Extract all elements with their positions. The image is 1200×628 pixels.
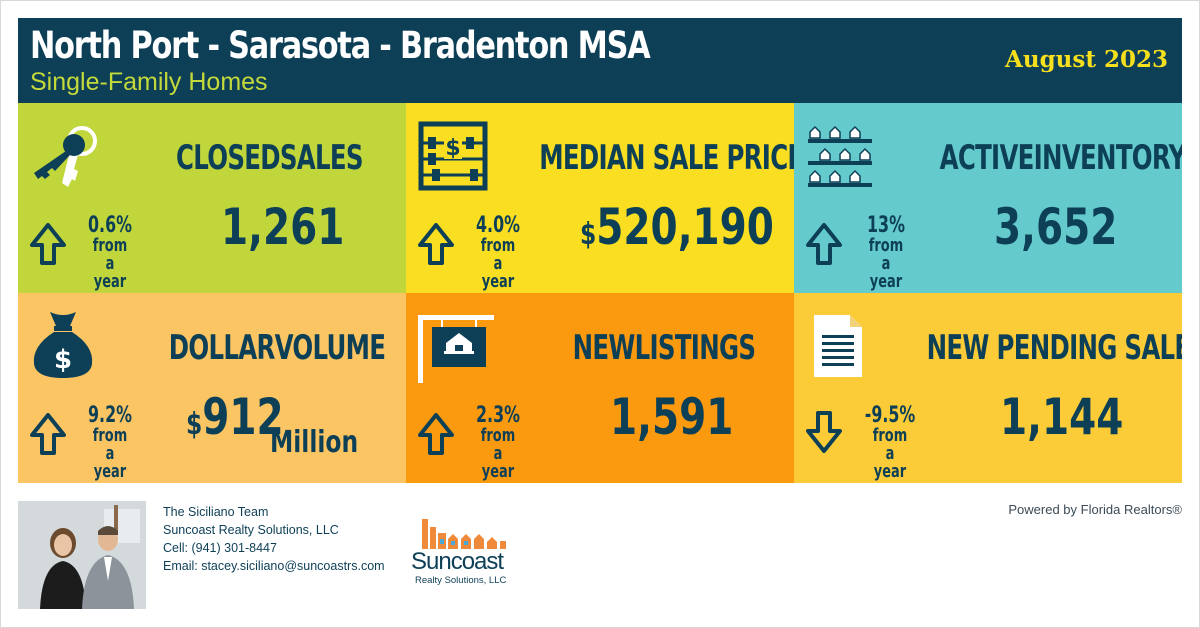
tile-change: 13% from a year ago xyxy=(857,213,915,294)
value-unit: Million xyxy=(270,425,359,460)
change-caption: from a year ago xyxy=(872,425,908,484)
change-caption: from a year ago xyxy=(480,235,516,294)
tile-median-sale-price: $ MEDIAN SALE PRICE 4.0% from a year ago… xyxy=(406,103,794,293)
arrow-up-icon xyxy=(806,223,842,265)
change-value: 13% xyxy=(867,213,905,238)
change-caption: from a year ago xyxy=(868,235,904,294)
tile-value: 1,144 xyxy=(1000,388,1123,446)
tile-label: MEDIAN SALE PRICE xyxy=(539,138,794,178)
currency-symbol: $ xyxy=(580,217,597,252)
tile-label: DOLLARVOLUME xyxy=(168,328,386,368)
change-value: 9.2% xyxy=(88,403,132,428)
agent-photo xyxy=(18,501,146,609)
suncoast-logo-icon xyxy=(422,519,506,549)
money-bag-icon: $ xyxy=(33,312,93,378)
contact-info: The Siciliano Team Suncoast Realty Solut… xyxy=(163,503,385,575)
value-number: 1,591 xyxy=(610,388,734,446)
logo-tagline: Realty Solutions, LLC xyxy=(415,575,507,586)
change-caption: from a year ago xyxy=(480,425,516,484)
arrow-up-icon xyxy=(30,223,66,265)
company-name: Suncoast Realty Solutions, LLC xyxy=(163,523,339,537)
tile-change: 0.6% from a year ago xyxy=(81,213,139,294)
tile-new-listings: NEWLISTINGS 2.3% from a year ago 1,591 xyxy=(406,293,794,483)
tile-change: 2.3% from a year ago xyxy=(469,403,527,484)
arrow-up-icon xyxy=(418,413,454,455)
team-name: The Siciliano Team xyxy=(163,505,269,519)
value-number: 3,652 xyxy=(994,198,1118,256)
change-caption: from a year ago xyxy=(92,235,128,294)
change-caption: from a year ago xyxy=(92,425,128,484)
tile-value: $912 xyxy=(186,388,284,446)
header-banner: North Port - Sarasota - Bradenton MSA Si… xyxy=(18,18,1182,103)
currency-symbol: $ xyxy=(186,407,203,442)
tile-change: 4.0% from a year ago xyxy=(469,213,527,294)
value-number: 1,261 xyxy=(221,198,345,256)
tile-value: 3,652 xyxy=(994,198,1117,256)
keys-icon xyxy=(34,126,97,187)
cell-phone[interactable]: Cell: (941) 301-8447 xyxy=(163,541,277,555)
email-address[interactable]: Email: stacey.siciliano@suncoastrs.com xyxy=(163,559,385,573)
value-number: 912 xyxy=(202,388,284,446)
powered-by: Powered by Florida Realtors® xyxy=(1008,502,1182,517)
logo-wordmark: Suncoast xyxy=(411,548,504,575)
tile-change: 9.2% from a year ago xyxy=(81,403,139,484)
tile-value: $520,190 xyxy=(580,198,774,256)
tile-label: NEWLISTINGS xyxy=(572,328,756,368)
tile-dollar-volume: $ DOLLARVOLUME 9.2% from a year ago $912… xyxy=(18,293,406,483)
tile-closed-sales: CLOSEDSALES 0.6% from a year ago 1,261 xyxy=(18,103,406,293)
svg-text:$: $ xyxy=(54,345,72,375)
arrow-down-icon xyxy=(806,411,842,453)
sign-icon xyxy=(418,315,494,383)
page-subtitle: Single-Family Homes xyxy=(30,68,268,96)
value-number: 1,144 xyxy=(1000,388,1124,446)
page-title: North Port - Sarasota - Bradenton MSA xyxy=(30,24,651,67)
report-date: August 2023 xyxy=(1005,46,1168,73)
tile-active-inventory: ACTIVEINVENTORY 13% from a year ago 3,65… xyxy=(794,103,1182,293)
change-value: 0.6% xyxy=(88,213,132,238)
tile-new-pending-sales: NEW PENDING SALES -9.5% from a year ago … xyxy=(794,293,1182,483)
tile-value: 1,261 xyxy=(221,198,344,256)
value-number: 520,190 xyxy=(596,198,774,256)
abacus-icon: $ xyxy=(418,121,488,191)
tile-change: -9.5% from a year ago xyxy=(860,403,920,484)
document-icon xyxy=(814,315,862,377)
change-value: 2.3% xyxy=(476,403,520,428)
houses-icon xyxy=(808,125,872,187)
tile-value: 1,591 xyxy=(610,388,733,446)
change-value: 4.0% xyxy=(476,213,520,238)
svg-text:$: $ xyxy=(445,136,460,161)
tile-label: NEW PENDING SALES xyxy=(926,328,1182,368)
arrow-up-icon xyxy=(30,413,66,455)
change-value: -9.5% xyxy=(864,403,916,428)
arrow-up-icon xyxy=(418,223,454,265)
tile-label: CLOSEDSALES xyxy=(176,138,364,178)
tile-label: ACTIVEINVENTORY xyxy=(939,138,1182,178)
